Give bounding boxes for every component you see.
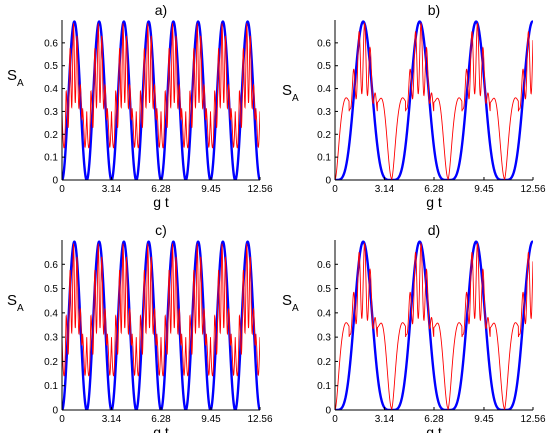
series-group bbox=[62, 240, 260, 410]
x-axis-label: g t bbox=[426, 424, 442, 433]
x-tick-label: 9.45 bbox=[201, 414, 221, 425]
y-tick-label: 0.2 bbox=[44, 357, 58, 368]
y-tick-label: 0 bbox=[52, 176, 58, 187]
y-tick-label: 0.2 bbox=[317, 130, 331, 141]
x-tick-label: 9.45 bbox=[201, 184, 221, 195]
x-tick-label: 9.45 bbox=[474, 184, 494, 195]
panel-title: b) bbox=[428, 2, 440, 18]
y-tick-label: 0.5 bbox=[44, 284, 58, 295]
x-tick-label: 0 bbox=[59, 414, 65, 425]
panel-title: d) bbox=[428, 222, 440, 238]
y-tick-label: 0.2 bbox=[317, 357, 331, 368]
series-group bbox=[335, 20, 533, 180]
x-tick-label: 12.56 bbox=[520, 184, 545, 195]
series-line-red bbox=[62, 22, 260, 149]
panel-title: c) bbox=[155, 222, 167, 238]
y-tick-label: 0.1 bbox=[44, 153, 58, 164]
series-group bbox=[335, 240, 533, 410]
panel-2: 0 3.14 6.28 9.45 12.56 0 0.1 0.2 0.3 0.4 0.5 0.6 c) g… bbox=[7, 222, 273, 433]
series-line-blue bbox=[335, 20, 533, 180]
x-tick-label: 3.14 bbox=[375, 414, 395, 425]
y-tick-label: 0.1 bbox=[44, 381, 58, 392]
series-line-red bbox=[62, 243, 260, 377]
series-line-red bbox=[335, 22, 533, 180]
series-line-red bbox=[335, 242, 533, 410]
x-tick-label: 6.28 bbox=[424, 414, 444, 425]
panel-0: 0 3.14 6.28 9.45 12.56 0 0.1 0.2 0.3 0.4 0.5 0.6 a) g… bbox=[7, 2, 273, 210]
y-tick-label: 0.3 bbox=[44, 333, 58, 344]
y-tick-label: 0.4 bbox=[44, 84, 58, 95]
y-tick-label: 0 bbox=[325, 406, 331, 417]
y-tick-label: 0 bbox=[52, 406, 58, 417]
panels: 0 3.14 6.28 9.45 12.56 0 0.1 0.2 0.3 0.4 0.5 0.6 a) g… bbox=[7, 2, 546, 433]
x-tick-label: 6.28 bbox=[424, 184, 444, 195]
panel-3: 0 3.14 6.28 9.45 12.56 0 0.1 0.2 0.3 0.4 0.5 0.6 d) g… bbox=[282, 222, 546, 433]
x-tick-label: 6.28 bbox=[151, 184, 171, 195]
x-tick-label: 6.28 bbox=[151, 414, 171, 425]
x-tick-label: 3.14 bbox=[102, 414, 122, 425]
series-line-blue bbox=[335, 240, 533, 410]
series-group bbox=[62, 20, 260, 180]
x-tick-label: 3.14 bbox=[375, 184, 395, 195]
y-tick-label: 0.6 bbox=[317, 260, 331, 271]
x-axis-label: g t bbox=[153, 194, 169, 210]
y-axis-label: SA bbox=[7, 67, 24, 89]
x-tick-label: 12.56 bbox=[247, 414, 272, 425]
panel-title: a) bbox=[155, 2, 167, 18]
x-tick-label: 12.56 bbox=[520, 414, 545, 425]
x-tick-label: 3.14 bbox=[102, 184, 122, 195]
x-tick-label: 0 bbox=[59, 184, 65, 195]
x-tick-label: 9.45 bbox=[474, 414, 494, 425]
y-tick-label: 0.2 bbox=[44, 130, 58, 141]
y-tick-label: 0.1 bbox=[317, 153, 331, 164]
y-tick-label: 0.6 bbox=[317, 38, 331, 49]
y-axis-label: SA bbox=[282, 292, 299, 314]
y-axis-label: SA bbox=[282, 82, 299, 104]
y-tick-label: 0.5 bbox=[44, 61, 58, 72]
y-tick-label: 0.4 bbox=[44, 308, 58, 319]
x-tick-label: 0 bbox=[332, 414, 338, 425]
x-axis-label: g t bbox=[426, 194, 442, 210]
y-tick-label: 0.3 bbox=[317, 107, 331, 118]
y-tick-label: 0 bbox=[325, 176, 331, 187]
y-tick-label: 0.6 bbox=[44, 260, 58, 271]
y-tick-label: 0.4 bbox=[317, 84, 331, 95]
x-tick-label: 12.56 bbox=[247, 184, 272, 195]
y-tick-label: 0.5 bbox=[317, 284, 331, 295]
y-axis-label: SA bbox=[7, 292, 24, 314]
x-tick-label: 0 bbox=[332, 184, 338, 195]
y-tick-label: 0.1 bbox=[317, 381, 331, 392]
y-tick-label: 0.4 bbox=[317, 308, 331, 319]
y-tick-label: 0.3 bbox=[317, 333, 331, 344]
y-tick-label: 0.5 bbox=[317, 61, 331, 72]
y-tick-label: 0.3 bbox=[44, 107, 58, 118]
panel-1: 0 3.14 6.28 9.45 12.56 0 0.1 0.2 0.3 0.4 0.5 0.6 b) g… bbox=[282, 2, 546, 210]
y-tick-label: 0.6 bbox=[44, 38, 58, 49]
x-axis-label: g t bbox=[153, 424, 169, 433]
